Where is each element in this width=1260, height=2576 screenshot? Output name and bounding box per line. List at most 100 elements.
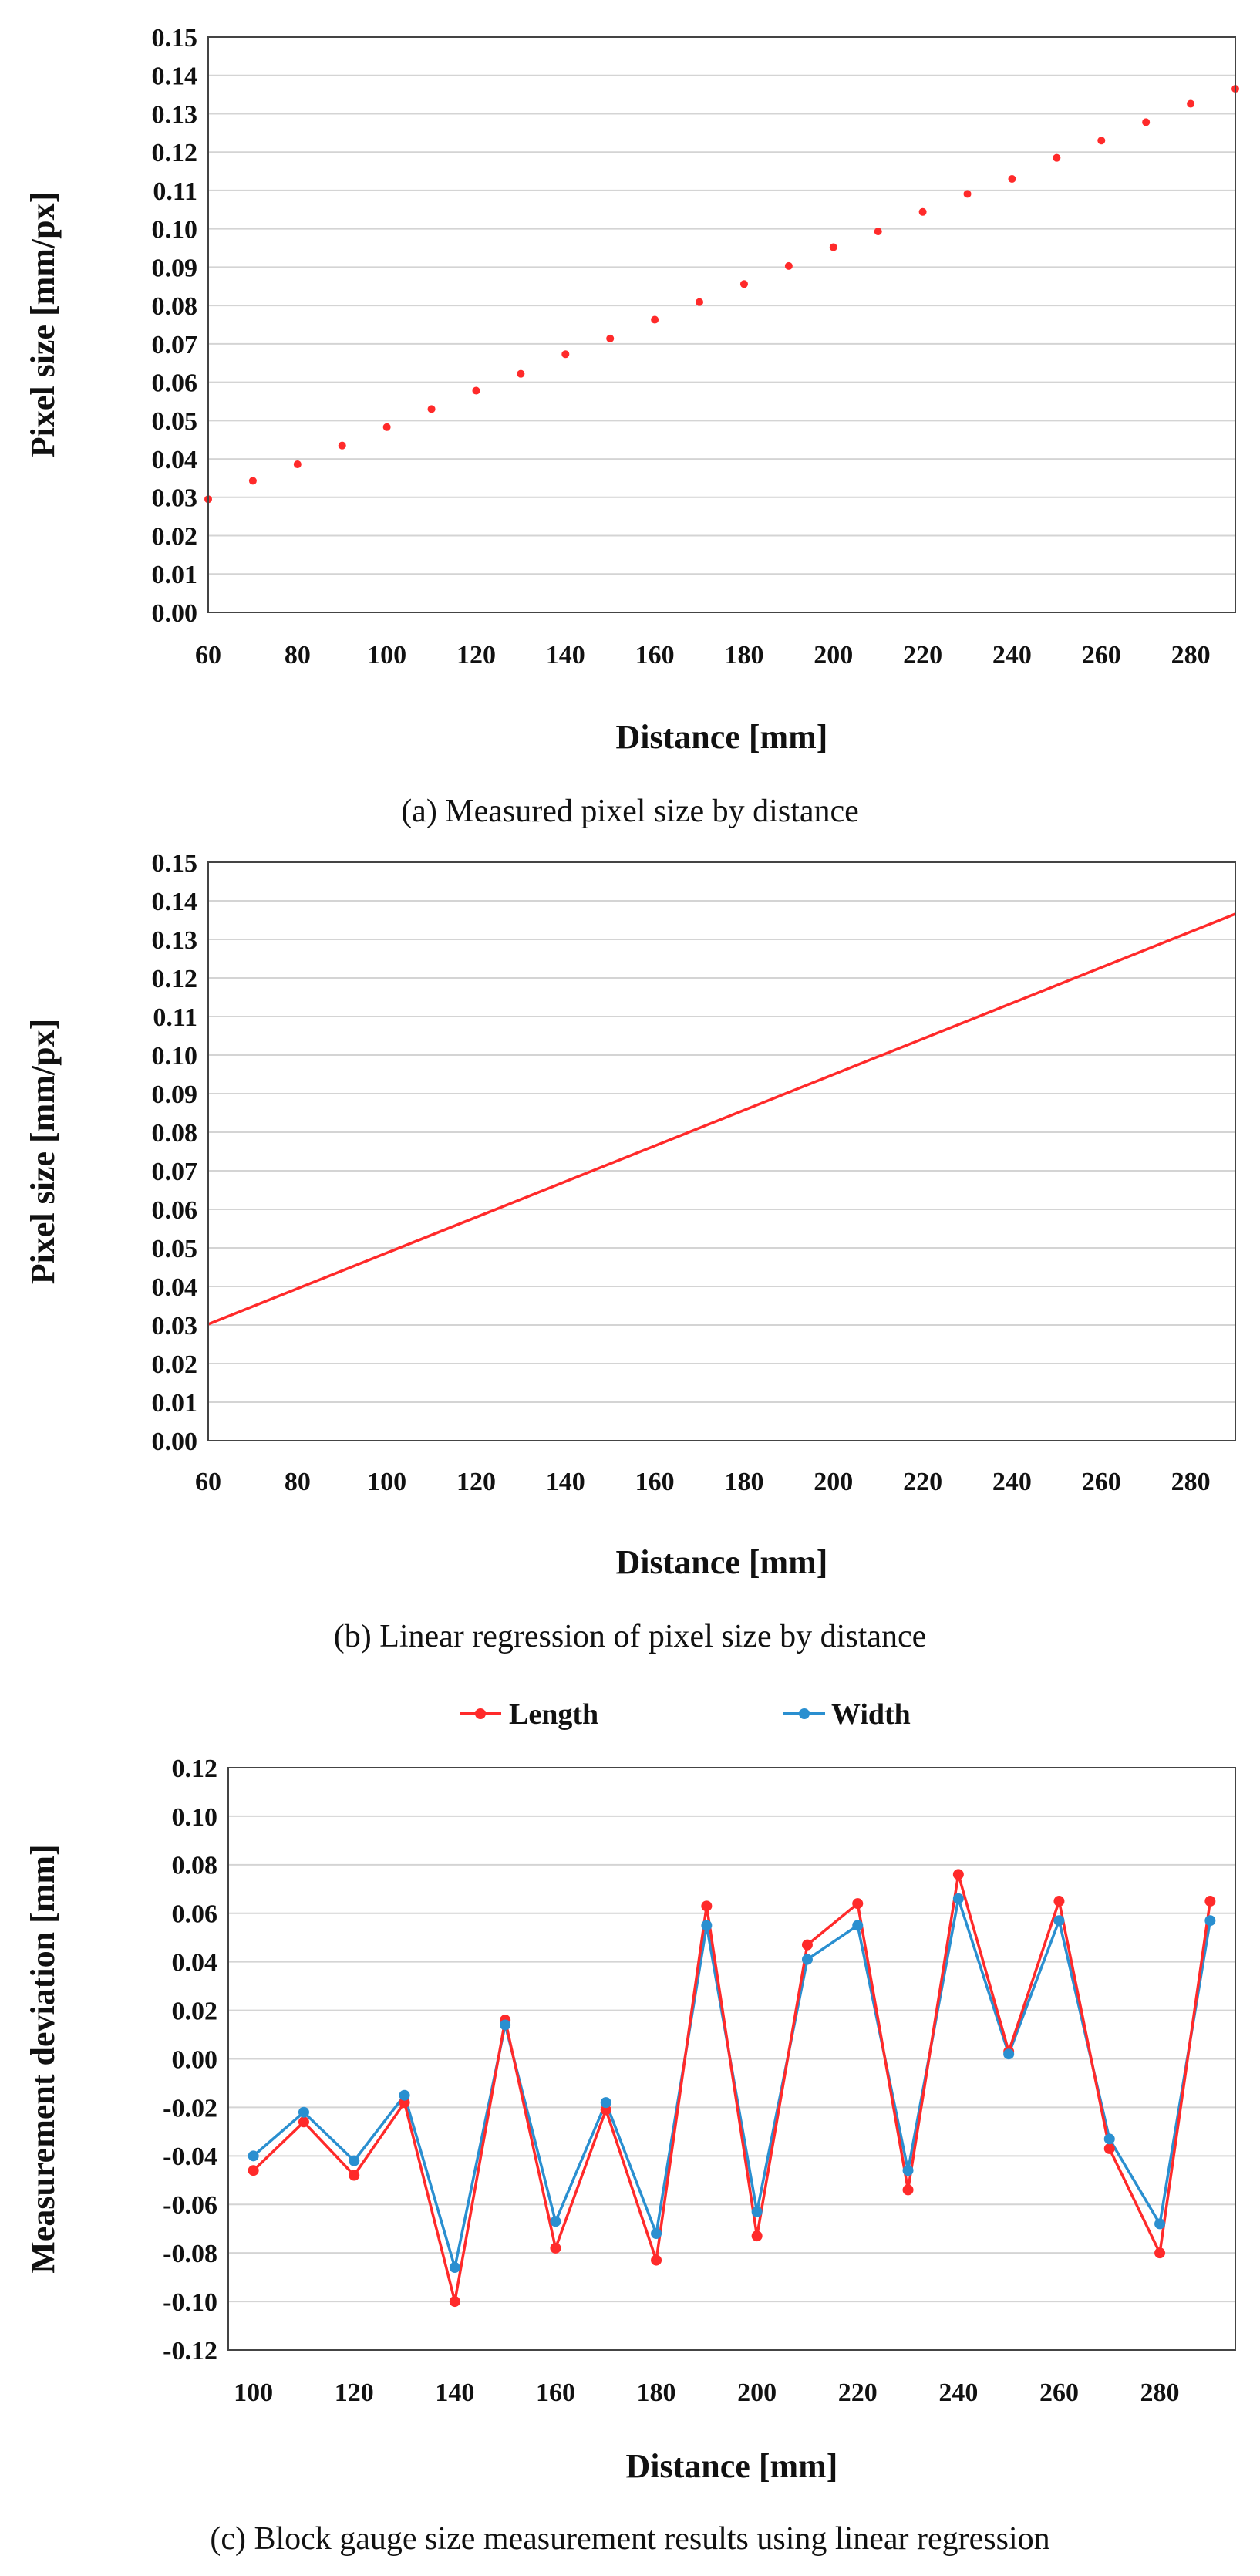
x-tick-label: 280 [1171, 641, 1211, 669]
y-tick-label: 0.10 [172, 1803, 218, 1832]
chart-b-y-axis-label: Pixel size [mm/px] [24, 1019, 62, 1285]
data-point [427, 405, 436, 413]
data-point-length [1204, 1896, 1216, 1907]
y-tick-label: -0.04 [163, 2143, 217, 2171]
y-tick-label: 0.05 [152, 407, 198, 436]
data-point-length [651, 2254, 662, 2266]
y-tick-label: 0.08 [172, 1852, 218, 1880]
chart-c-block-gauge-deviation: Length Width -0.12-0.10-0.08-0.06-0.04-0… [24, 1698, 1236, 2557]
x-tick-label: 180 [724, 641, 763, 669]
y-tick-label: 0.10 [152, 216, 198, 244]
data-point-width [1053, 1915, 1065, 1927]
data-point-width [801, 1954, 813, 1965]
y-tick-label: -0.12 [163, 2337, 217, 2365]
chart-c-legend: Length Width [460, 1698, 911, 1731]
data-point [651, 315, 659, 324]
y-tick-label: 0.08 [152, 1119, 198, 1148]
y-tick-label: 0.00 [152, 1428, 198, 1456]
data-point-width [952, 1893, 964, 1904]
data-point [874, 228, 882, 236]
data-point-length [902, 2184, 914, 2196]
x-tick-label: 280 [1171, 1468, 1211, 1496]
data-point-width [902, 2165, 914, 2176]
chart-a-y-axis-label: Pixel size [mm/px] [24, 192, 62, 458]
x-tick-label: 60 [195, 1468, 221, 1496]
x-tick-label: 80 [285, 641, 311, 669]
data-point-length [349, 2170, 360, 2181]
data-point [382, 423, 391, 431]
data-point [918, 207, 927, 216]
data-point-width [1154, 2218, 1166, 2230]
y-tick-label: 0.11 [153, 1003, 197, 1032]
data-point-length [852, 1898, 864, 1910]
data-point-width [399, 2089, 410, 2101]
y-tick-label: 0.05 [152, 1235, 198, 1263]
x-tick-label: 140 [546, 1468, 585, 1496]
x-tick-label: 240 [992, 1468, 1032, 1496]
data-point [829, 243, 837, 251]
data-point [517, 369, 525, 378]
data-point [293, 460, 302, 469]
x-tick-label: 240 [938, 2379, 978, 2407]
data-point-width [651, 2228, 662, 2239]
data-point-width [751, 2206, 763, 2217]
y-tick-label: 0.12 [172, 1755, 218, 1783]
data-point [696, 298, 704, 306]
y-tick-label: 0.15 [152, 24, 198, 52]
chart-b-linear-regression: 0.00 0.01 0.02 0.03 0.04 0.05 0.06 0.07 0.08 0.09… [24, 849, 1236, 1654]
chart-b-x-axis-label: Distance [mm] [616, 1543, 828, 1581]
data-point-width [500, 2019, 511, 2031]
data-point-width [298, 2106, 309, 2118]
y-tick-label: 0.03 [152, 484, 198, 513]
x-tick-label: 220 [903, 1468, 942, 1496]
y-tick-label: 0.00 [152, 599, 198, 628]
data-point [472, 386, 480, 395]
x-tick-label: 140 [435, 2379, 474, 2407]
data-point-width [1204, 1915, 1216, 1927]
x-tick-label: 60 [195, 641, 221, 669]
y-tick-label: 0.01 [152, 561, 198, 589]
x-tick-label: 220 [903, 641, 942, 669]
x-tick-label: 160 [635, 1468, 675, 1496]
y-tick-label: 0.04 [152, 1273, 198, 1302]
data-point [561, 350, 570, 359]
y-tick-label: 0.02 [152, 1350, 198, 1379]
y-tick-label: 0.13 [152, 100, 198, 129]
data-point [606, 334, 615, 342]
y-tick-label: 0.07 [152, 331, 198, 359]
x-tick-label: 260 [1082, 641, 1121, 669]
data-point [963, 190, 972, 198]
data-point-width [550, 2216, 561, 2227]
y-tick-label: 0.09 [152, 1081, 198, 1109]
x-tick-label: 80 [285, 1468, 311, 1496]
y-tick-label: -0.08 [163, 2240, 217, 2268]
data-point-width [701, 1920, 713, 1931]
y-tick-label: -0.06 [163, 2191, 217, 2220]
data-point-length [550, 2242, 561, 2254]
data-point [1008, 175, 1016, 184]
x-tick-label: 180 [637, 2379, 676, 2407]
x-tick-label: 120 [335, 2379, 374, 2407]
x-tick-label: 100 [234, 2379, 273, 2407]
x-tick-label: 160 [635, 641, 675, 669]
x-tick-label: 240 [992, 641, 1032, 669]
data-point-length [1154, 2247, 1166, 2259]
chart-c-tick-labels: -0.12 -0.10 -0.08 -0.06 -0.04 -0.02 0.00 0.02 0.… [163, 1755, 1179, 2407]
legend-length-label: Length [509, 1698, 598, 1731]
x-tick-label: 280 [1140, 2379, 1180, 2407]
data-point [1187, 99, 1195, 108]
y-tick-label: 0.06 [152, 1196, 198, 1225]
chart-a-marks [204, 85, 1239, 504]
x-tick-label: 120 [456, 641, 496, 669]
y-tick-label: 0.01 [152, 1389, 198, 1418]
data-point-length [701, 1900, 713, 1912]
data-point [1142, 118, 1151, 126]
y-tick-label: 0.13 [152, 926, 198, 955]
y-tick-label: 0.06 [152, 369, 198, 398]
chart-a-plot-frame [207, 36, 1236, 613]
chart-a-measured-pixel-size: 0.00 0.01 0.02 0.03 0.04 0.05 0.06 0.07 0.08 0.09… [24, 24, 1239, 829]
data-point-width [449, 2262, 460, 2274]
data-point-length [952, 1869, 964, 1880]
y-tick-label: 0.10 [152, 1042, 198, 1071]
